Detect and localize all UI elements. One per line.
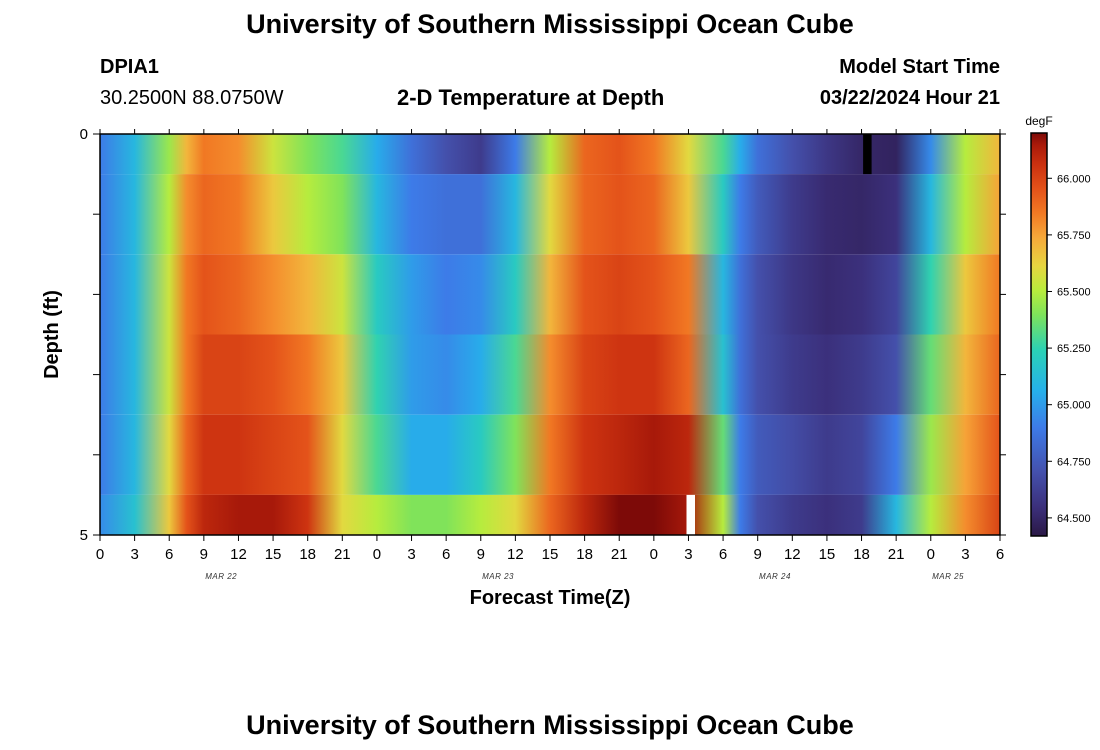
x-tick-label: 6 — [996, 546, 1004, 563]
model-start-label: Model Start Time — [839, 56, 1000, 78]
missing-data-cell-1 — [863, 134, 872, 175]
model-start-value: 03/22/2024 Hour 21 — [819, 87, 1000, 109]
x-tick-label: 15 — [265, 546, 282, 563]
x-tick-label: 15 — [819, 546, 836, 563]
heatmap-band-2.5-3.5 — [100, 334, 1000, 415]
page-title: University of Southern Mississippi Ocean… — [246, 9, 854, 39]
x-tick-label: 3 — [407, 546, 415, 563]
colorbar-tick-label: 66.000 — [1057, 173, 1091, 185]
heatmap-band-1.5-2.5 — [100, 254, 1000, 335]
x-tick-label: 3 — [961, 546, 969, 563]
y-axis-title: Depth (ft) — [41, 290, 63, 379]
x-tick-label: 6 — [719, 546, 727, 563]
heatmap-band-0.5-1.5 — [100, 174, 1000, 255]
x-tick-label: 0 — [927, 546, 935, 563]
station-id: DPIA1 — [100, 56, 159, 78]
x-tick-label: 9 — [477, 546, 485, 563]
colorbar — [1030, 132, 1048, 537]
heatmap-band-0-0.5 — [100, 134, 1000, 175]
x-tick-label: 21 — [611, 546, 628, 563]
x-date-label: MAR 25 — [932, 572, 964, 581]
x-tick-label: 15 — [542, 546, 559, 563]
x-date-label: MAR 24 — [759, 572, 791, 581]
x-tick-label: 6 — [165, 546, 173, 563]
x-tick-label: 18 — [576, 546, 593, 563]
x-tick-label: 12 — [784, 546, 801, 563]
plot-title: 2-D Temperature at Depth — [397, 85, 665, 110]
colorbar-tick-label: 65.000 — [1057, 400, 1091, 412]
colorbar-tick-label: 65.250 — [1057, 343, 1091, 355]
colorbar-tick-label: 64.750 — [1057, 456, 1091, 468]
x-tick-label: 0 — [96, 546, 104, 563]
x-axis-title: Forecast Time(Z) — [470, 587, 631, 609]
x-tick-label: 6 — [442, 546, 450, 563]
y-tick-label: 0 — [80, 126, 88, 143]
x-tick-label: 18 — [853, 546, 870, 563]
colorbar-tick-label: 65.500 — [1057, 286, 1091, 298]
x-date-label: MAR 23 — [482, 572, 514, 581]
x-tick-label: 21 — [334, 546, 351, 563]
station-coords: 30.2500N 88.0750W — [100, 87, 284, 109]
colorbar-tick-label: 65.750 — [1057, 230, 1091, 242]
x-date-label: MAR 22 — [205, 572, 237, 581]
missing-data-cell-2 — [686, 494, 695, 535]
heatmap-band-4.5-5 — [100, 494, 1000, 535]
x-tick-label: 12 — [507, 546, 524, 563]
y-tick-label: 5 — [80, 527, 88, 544]
x-tick-label: 18 — [299, 546, 316, 563]
heatmap-band-3.5-4.5 — [100, 414, 1000, 495]
x-tick-label: 9 — [754, 546, 762, 563]
x-tick-label: 0 — [373, 546, 381, 563]
x-tick-label: 12 — [230, 546, 247, 563]
x-tick-label: 3 — [684, 546, 692, 563]
footer-title: University of Southern Mississippi Ocean… — [246, 710, 854, 740]
x-tick-label: 0 — [650, 546, 658, 563]
x-tick-label: 21 — [888, 546, 905, 563]
colorbar-unit: degF — [1025, 114, 1052, 128]
x-tick-label: 9 — [200, 546, 208, 563]
colorbar-tick-label: 64.500 — [1057, 513, 1091, 525]
x-tick-label: 3 — [130, 546, 138, 563]
